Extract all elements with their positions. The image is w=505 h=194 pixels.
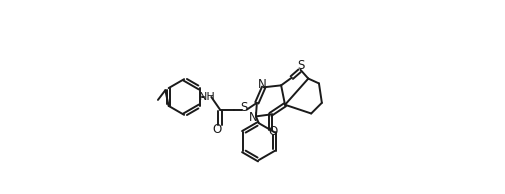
Text: NH: NH [198, 92, 215, 102]
Text: O: O [212, 122, 221, 136]
Text: N: N [248, 111, 257, 124]
Text: S: S [240, 100, 247, 114]
Text: O: O [268, 125, 277, 139]
Text: S: S [297, 59, 304, 73]
Text: N: N [258, 78, 266, 91]
